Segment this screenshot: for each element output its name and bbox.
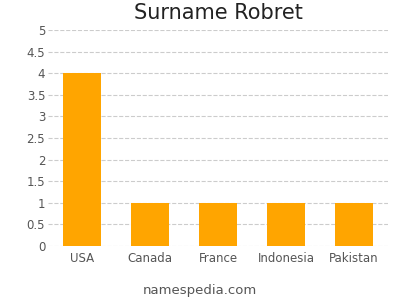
Bar	[199, 203, 237, 246]
Bar	[64, 73, 101, 246]
Bar	[335, 203, 372, 246]
Text: namespedia.com: namespedia.com	[143, 284, 257, 297]
Title: Surname Robret: Surname Robret	[134, 3, 302, 23]
Bar	[267, 203, 305, 246]
Bar	[131, 203, 169, 246]
